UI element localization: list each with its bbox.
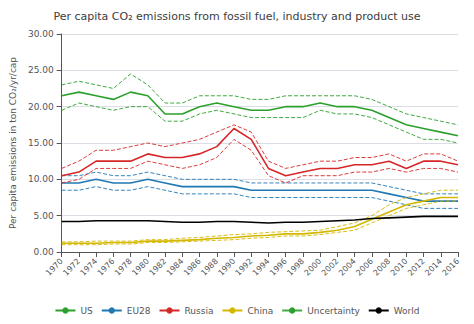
svg-text:15.00: 15.00 bbox=[28, 138, 54, 148]
svg-text:1986: 1986 bbox=[182, 257, 203, 278]
svg-text:2012: 2012 bbox=[406, 257, 427, 278]
svg-text:20.00: 20.00 bbox=[28, 102, 54, 112]
svg-text:2006: 2006 bbox=[354, 257, 375, 278]
svg-text:2008: 2008 bbox=[372, 257, 393, 278]
svg-text:1980: 1980 bbox=[130, 257, 151, 278]
svg-text:US: US bbox=[80, 306, 93, 316]
svg-text:1982: 1982 bbox=[148, 257, 169, 278]
svg-text:China: China bbox=[247, 306, 273, 316]
svg-text:1972: 1972 bbox=[61, 257, 82, 278]
svg-text:2014: 2014 bbox=[423, 257, 444, 278]
svg-text:10.00: 10.00 bbox=[28, 174, 54, 184]
svg-text:5.00: 5.00 bbox=[34, 211, 54, 221]
svg-text:2016: 2016 bbox=[440, 257, 461, 278]
svg-text:30.00: 30.00 bbox=[28, 29, 54, 39]
svg-text:0.00: 0.00 bbox=[34, 247, 54, 257]
svg-text:1984: 1984 bbox=[165, 257, 186, 278]
svg-text:EU28: EU28 bbox=[127, 306, 151, 316]
svg-text:1970: 1970 bbox=[44, 257, 65, 278]
svg-text:25.00: 25.00 bbox=[28, 65, 54, 75]
svg-text:Per capita CO₂ emissions from: Per capita CO₂ emissions from fossil fue… bbox=[53, 10, 420, 23]
svg-text:2000: 2000 bbox=[303, 257, 324, 278]
svg-text:2010: 2010 bbox=[389, 257, 410, 278]
svg-text:1978: 1978 bbox=[113, 257, 134, 278]
svg-text:Per capita emissions in ton CO: Per capita emissions in ton CO₂/yr/cap bbox=[8, 57, 18, 229]
svg-text:1992: 1992 bbox=[234, 257, 255, 278]
svg-text:World: World bbox=[394, 306, 420, 316]
svg-text:1996: 1996 bbox=[268, 257, 289, 278]
svg-text:1988: 1988 bbox=[199, 257, 220, 278]
svg-text:1998: 1998 bbox=[285, 257, 306, 278]
svg-text:Uncertainty: Uncertainty bbox=[307, 306, 360, 316]
svg-text:2002: 2002 bbox=[320, 257, 341, 278]
svg-text:2004: 2004 bbox=[337, 257, 358, 278]
svg-text:1994: 1994 bbox=[251, 257, 272, 278]
svg-text:Russia: Russia bbox=[184, 306, 213, 316]
svg-text:1974: 1974 bbox=[79, 257, 100, 278]
svg-text:1976: 1976 bbox=[96, 257, 117, 278]
svg-text:1990: 1990 bbox=[216, 257, 237, 278]
